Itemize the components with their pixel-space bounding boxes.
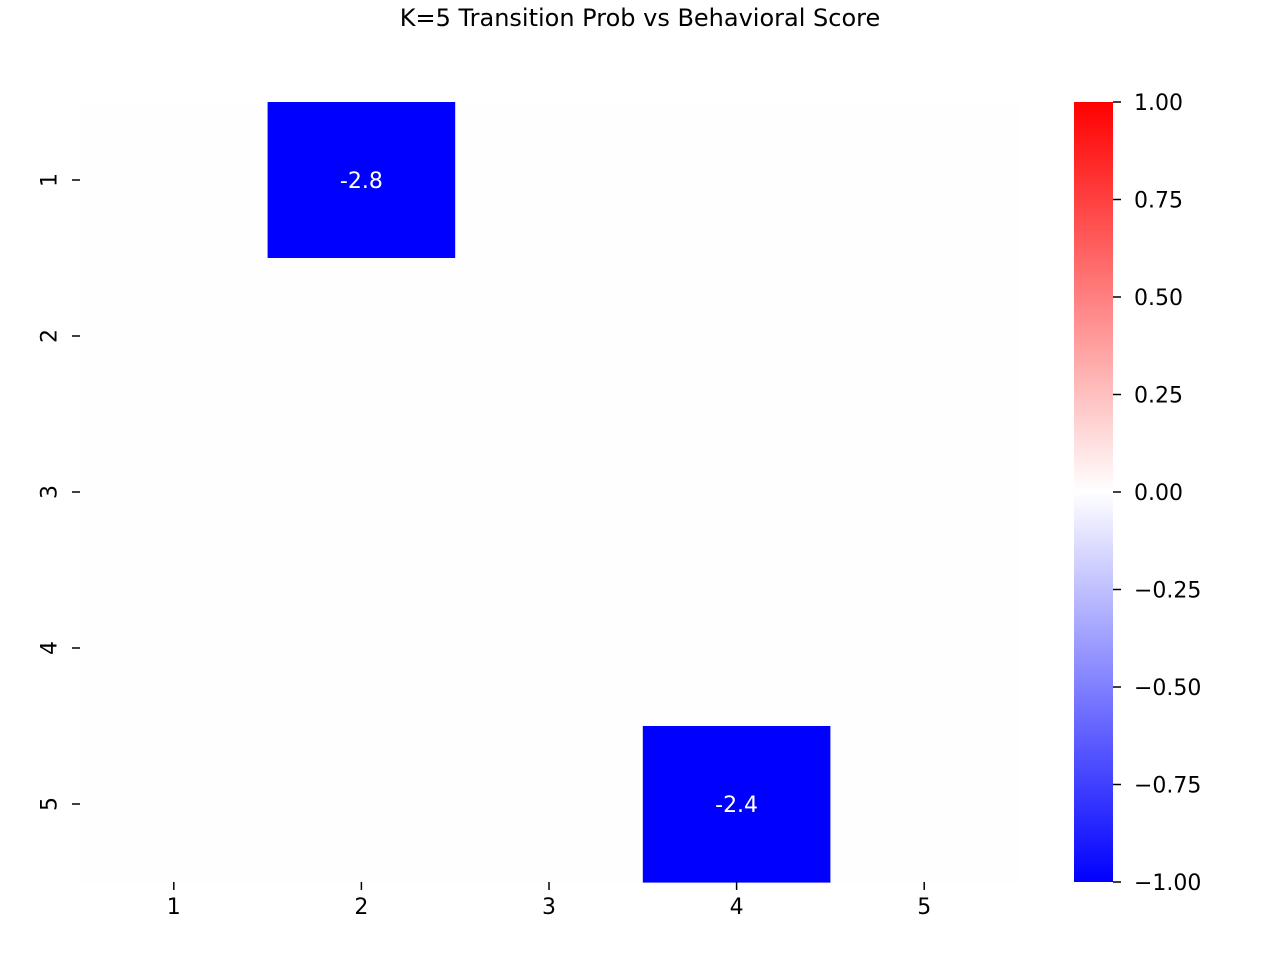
heatmap-cell-r2-c2	[267, 258, 456, 415]
x-tick-label-3: 3	[542, 895, 556, 920]
y-tick-label-5: 5	[38, 797, 63, 811]
heatmap-cell-r3-c1	[80, 414, 269, 571]
x-tick-label-2: 2	[354, 895, 368, 920]
colorbar-tick-label-8: −0.75	[1134, 774, 1201, 799]
x-tick-label-4: 4	[730, 895, 744, 920]
cell-annotation-1: -2.8	[340, 169, 383, 194]
heatmap-cell-r1-c2	[267, 102, 456, 259]
y-tick-label-3: 3	[38, 485, 63, 499]
heatmap-cell-r3-c4	[642, 414, 831, 571]
heatmap-cell-r1-c3	[455, 102, 644, 259]
heatmap-cell-r5-c5	[830, 726, 1019, 883]
colorbar-tick-label-5: 0.00	[1134, 481, 1183, 506]
y-axis: 1 2 3 4 5	[38, 173, 80, 811]
x-axis: 1 2 3 4 5	[167, 882, 931, 920]
chart-title: K=5 Transition Prob vs Behavioral Score	[400, 4, 881, 32]
colorbar-tick-label-3: 0.50	[1134, 286, 1183, 311]
heatmap-cells	[80, 102, 1019, 883]
heatmap-cell-r3-c2	[267, 414, 456, 571]
y-tick-label-4: 4	[38, 641, 63, 655]
heatmap-cell-r2-c1	[80, 258, 269, 415]
cell-annotation-2: -2.4	[715, 793, 758, 818]
heatmap-cell-r3-c3	[455, 414, 644, 571]
heatmap-cell-r3-c5	[830, 414, 1019, 571]
heatmap-cell-r2-c3	[455, 258, 644, 415]
y-tick-label-1: 1	[38, 173, 63, 187]
heatmap-cell-r1-c5	[830, 102, 1019, 259]
x-tick-label-1: 1	[167, 895, 181, 920]
x-tick-label-5: 5	[917, 895, 931, 920]
heatmap-cell-r4-c1	[80, 570, 269, 727]
heatmap-cell-r2-c4	[642, 258, 831, 415]
heatmap-cell-r4-c4	[642, 570, 831, 727]
heatmap-cell-r4-c2	[267, 570, 456, 727]
colorbar-tick-label-7: −0.50	[1134, 676, 1201, 701]
heatmap-cell-r2-c5	[830, 258, 1019, 415]
heatmap-cell-r5-c2	[267, 726, 456, 883]
heatmap-cell-r4-c5	[830, 570, 1019, 727]
colorbar-tick-label-1: 1.00	[1134, 91, 1183, 116]
heatmap-cell-r5-c1	[80, 726, 269, 883]
colorbar-tick-label-6: −0.25	[1134, 579, 1201, 604]
heatmap-cell-r1-c4	[642, 102, 831, 259]
colorbar-tick-label-2: 0.75	[1134, 189, 1183, 214]
colorbar-ticks: 1.00 0.75 0.50 0.25 0.00 −0.25 −0.50 −0.75 −1.00	[1113, 91, 1201, 896]
colorbar	[1074, 102, 1113, 882]
colorbar-tick-label-9: −1.00	[1134, 871, 1201, 896]
heatmap-cell-r1-c1	[80, 102, 269, 259]
heatmap-cell-r5-c3	[455, 726, 644, 883]
heatmap-cell-r4-c3	[455, 570, 644, 727]
heatmap-cell-r5-c4	[642, 726, 831, 883]
colorbar-tick-label-4: 0.25	[1134, 384, 1183, 409]
y-tick-label-2: 2	[38, 329, 63, 343]
cell-annotations: -2.8 -2.4	[340, 169, 758, 818]
